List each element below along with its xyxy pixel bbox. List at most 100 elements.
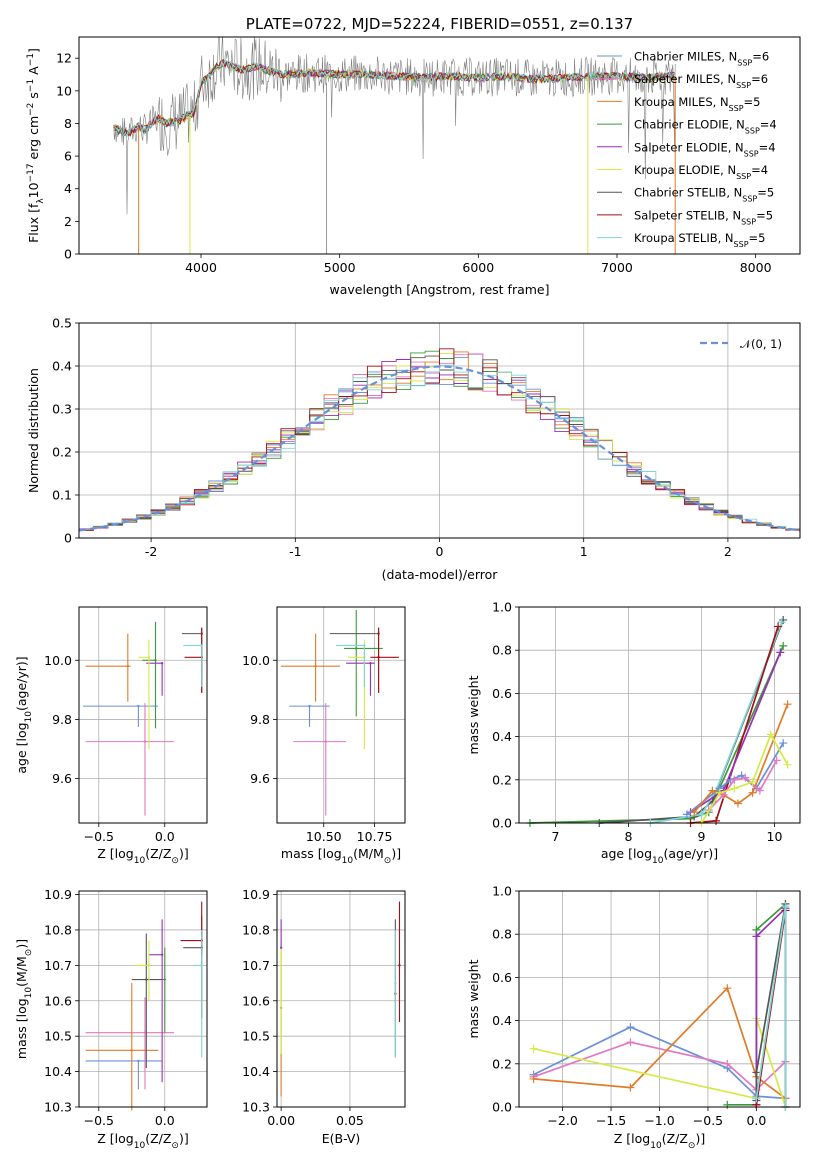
y-tick-label: 0.2 [492,772,512,787]
x-tick-label: 0 [436,544,444,559]
x-tick-label: 7000 [601,260,633,275]
weight-vs-Z-x-label-part: Z [log [614,1131,650,1146]
y-tick-label: 10.7 [242,958,270,973]
legend-entry-count: =6 [751,72,768,86]
x-tick-label: 2 [724,544,732,559]
data-point [160,953,164,956]
legend-entry-name: Kroupa ELODIE, N [634,163,736,177]
y-tick-label: 10.0 [242,653,270,668]
series-line [650,621,783,824]
y-tick-label: 4 [64,181,72,196]
legend-entry: Chabrier STELIB, NSSP=5 [634,186,774,204]
y-tick-label: 0.2 [492,1056,512,1071]
mass-vs-Z-x-label-part: ⊙ [171,1141,179,1151]
legend-entry-count: =5 [744,95,761,109]
series-marker [748,788,757,797]
y-tick-label: 0.6 [492,686,512,701]
series-marker [690,808,699,817]
series-marker [781,902,790,911]
legend-entry-name: Chabrier MILES, N [634,50,737,64]
y-tick-label: 10.4 [44,1064,72,1079]
legend-entry: 𝒩(0, 1) [740,337,782,351]
weight-vs-age-x-label: age [log10(age/yr)] [601,846,718,866]
legend-entry-sub: SSP [736,81,751,90]
x-tick-label: 6000 [462,260,494,275]
series-marker [697,810,706,819]
legend-entry-sub: SSP [741,217,756,226]
y-tick-label: 0.5 [52,316,72,331]
series-marker [766,730,775,739]
y-tick-label: 10.0 [44,653,72,668]
series-marker [730,775,739,784]
data-point [200,644,203,647]
legend-entry-name: Salpeter ELODIE, N [634,140,744,154]
y-tick-label: 12 [56,51,72,66]
y-tick-label: 9.8 [250,712,270,727]
y-tick-label: 0.2 [52,445,72,460]
legend-entry-sub: SSP [742,194,757,203]
series-marker [723,1100,732,1109]
spectrum-panel: 4000 5000 6000 7000 8000 0 2 4 6 8 10 12 PLATE=0722,… [26,15,801,297]
age-vs-Z-y-label-part: age [log [14,722,29,773]
y-tick-label: 10.5 [44,1029,72,1044]
y-tick-label: 0.8 [492,643,512,658]
x-tick-label: −0.5 [84,1113,114,1128]
residuals-panel: -2 -1 0 1 2 0 0.1 0.2 0.3 0.4 0.5 (data-model)/erro… [26,316,801,582]
legend-entry-count: =6 [752,50,769,64]
age-vs-Z-x-label-part: 10 [134,856,146,866]
x-tick-label: −1.0 [644,1113,674,1128]
series-marker [783,760,792,769]
series-marker [708,786,717,795]
y-tick-label: 9.6 [52,771,72,786]
series-marker [752,932,761,941]
data-point [200,964,203,967]
series-marker [529,1044,538,1053]
x-tick-label: 0.0 [155,829,175,844]
legend-entry-count: =5 [756,208,773,222]
series-marker [741,773,750,782]
y-tick-label: 10.4 [242,1064,270,1079]
age-vs-Z-frame [78,606,208,824]
y-tick-label: 10.6 [44,993,72,1008]
y-tick-label: 0.6 [492,970,512,985]
legend-entry: Kroupa MILES, NSSP=5 [634,95,760,113]
data-point [154,659,157,662]
y-tick-label: 2 [64,214,72,229]
age-vs-Z-x-label-part: ⊙ [171,856,179,866]
x-tick-label: −0.5 [84,829,114,844]
data-point [137,704,140,708]
y-tick-label: 10.3 [44,1100,72,1115]
series-marker [772,756,781,765]
y-tick-label: 10.9 [242,887,270,902]
x-tick-label: −0.5 [693,1113,723,1128]
normal-curve [78,365,801,532]
mass-vs-Z-frame [78,890,208,1108]
age-vs-Z-panel: −0.5 0.09.69.810.0Z [log10(Z/Z⊙)]age [log… [14,606,208,866]
series-marker [755,786,764,795]
spectrum-model-line [113,59,675,136]
data-point [279,999,283,1002]
data-point [145,978,148,981]
data-point [369,662,372,665]
legend-entry: Kroupa STELIB, NSSP=5 [634,231,765,249]
mass-vs-Z-x-label-part: (Z/Z [145,1131,171,1146]
weight-vs-Z-x-label-part: )] [695,1131,705,1146]
data-point [160,662,164,665]
legend-entry: Kroupa ELODIE, NSSP=4 [634,163,768,181]
weight-vs-Z-x-label-part: 10 [650,1141,662,1151]
age-vs-Z-y-label-part: 10 [24,711,34,723]
mass-vs-Z-y-label: mass [log10(M/M⊙)] [14,939,34,1059]
data-point [363,644,366,647]
series-marker [752,1094,761,1103]
weight-vs-Z-frame [518,890,801,1108]
data-point [130,1049,133,1052]
weight-vs-Z-panel: −2.0 −1.5 −1.0 −0.5 0.0 0.0 0.2 0.4 0.6 0.8 1.0 Z [… [466,884,801,1151]
data-point [143,1031,147,1034]
spectrum-y-label: Flux [fλ10−17 erg cm−2 s−1 A−1] [26,48,46,243]
weight-vs-Z-y-label: mass weight [466,959,481,1038]
series-line [693,703,789,813]
legend-entry: Salpeter ELODIE, NSSP=4 [634,140,776,158]
y-tick-label: 10.5 [242,1029,270,1044]
spectrum-axes: 4000 5000 6000 7000 8000 0 2 4 6 8 10 12 [56,51,771,275]
x-tick-label: 10 [767,829,783,844]
